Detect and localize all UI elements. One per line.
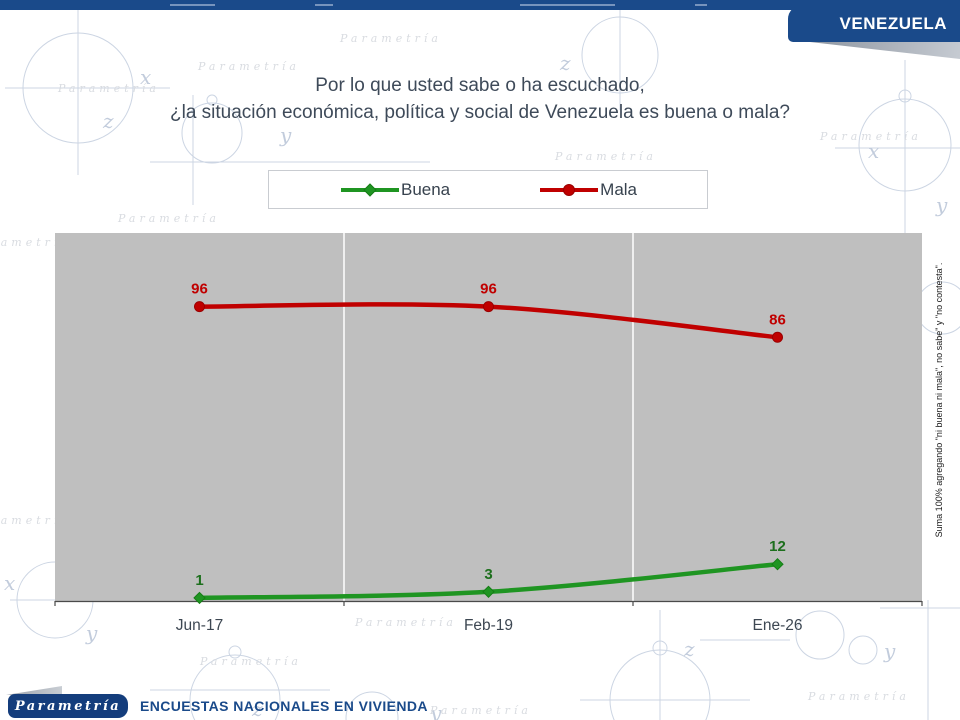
x-axis-label: Jun-17 <box>176 617 223 634</box>
svg-text:Parametría: Parametría <box>197 60 300 73</box>
legend-entry-mala: Mala <box>538 180 637 200</box>
title-line-1: Por lo que usted sabe o ha escuchado, <box>315 75 645 96</box>
svg-text:y: y <box>429 701 442 720</box>
buena-data-label: 1 <box>195 572 203 589</box>
footnote-vertical: Suma 100% agregando "ni buena ni mala", … <box>934 262 944 538</box>
x-axis-label: Ene-26 <box>753 617 803 634</box>
svg-text:x: x <box>868 139 879 163</box>
svg-text:Parametría: Parametría <box>354 616 457 629</box>
buena-data-label: 3 <box>484 566 492 583</box>
svg-text:x: x <box>140 65 151 89</box>
legend-label-buena: Buena <box>400 179 451 199</box>
footer-caption: ENCUESTAS NACIONALES EN VIVIENDA <box>140 698 428 714</box>
mala-data-label: 96 <box>191 281 208 298</box>
logo-fold <box>6 686 62 695</box>
chart-legend: Buena Mala <box>268 170 708 209</box>
top-bar-dash <box>315 4 333 6</box>
svg-text:Parametría: Parametría <box>807 690 910 703</box>
parametria-logo-label: Parametría <box>14 698 122 714</box>
svg-text:z: z <box>559 51 571 75</box>
buena-point-marker <box>193 591 206 605</box>
svg-text:y: y <box>279 123 292 147</box>
parametria-logo: Parametría <box>8 694 128 718</box>
svg-text:y: y <box>85 621 98 645</box>
mala-point-marker <box>194 301 205 313</box>
mala-data-label: 86 <box>769 311 786 328</box>
legend-label-mala: Mala <box>600 179 638 199</box>
buena-line-diamond-icon <box>340 182 399 197</box>
mala-point-marker <box>483 301 494 313</box>
mala-point-marker <box>772 331 783 343</box>
top-bar-dash <box>170 4 215 6</box>
svg-text:z: z <box>102 109 114 133</box>
venezuela-banner: VENEZUELA <box>788 5 960 42</box>
mala-data-label: 96 <box>480 281 497 298</box>
x-axis-label: Feb-19 <box>464 617 513 634</box>
title-line-2: ¿la situación económica, política y soci… <box>170 102 790 123</box>
svg-text:Parametría: Parametría <box>57 82 160 95</box>
plot-area <box>55 233 922 601</box>
svg-text:Parametría: Parametría <box>554 150 657 163</box>
top-bar-dash <box>520 4 615 6</box>
svg-text:Parametría: Parametría <box>429 704 532 717</box>
svg-text:Parametría: Parametría <box>117 212 220 225</box>
svg-text:Parametría: Parametría <box>0 514 72 527</box>
svg-text:Parametría: Parametría <box>819 130 922 143</box>
buena-data-label: 12 <box>769 538 786 555</box>
top-bar-dash <box>695 4 707 6</box>
buena-point-marker <box>771 557 784 571</box>
mala-line-circle-icon <box>540 183 599 196</box>
top-bar <box>0 0 960 10</box>
svg-text:y: y <box>883 639 896 663</box>
svg-text:z: z <box>683 637 695 661</box>
svg-text:Parametría: Parametría <box>199 655 302 668</box>
buena-point-marker <box>482 585 495 599</box>
venezuela-banner-label: VENEZUELA <box>839 13 947 33</box>
svg-text:y: y <box>935 193 948 217</box>
legend-entry-buena: Buena <box>339 180 450 200</box>
svg-text:Parametría: Parametría <box>0 236 72 249</box>
svg-text:Parametría: Parametría <box>339 32 442 45</box>
page-title: Por lo que usted sabe o ha escuchado, ¿l… <box>0 72 960 126</box>
svg-text:x: x <box>4 571 15 595</box>
svg-text:z: z <box>251 697 263 720</box>
